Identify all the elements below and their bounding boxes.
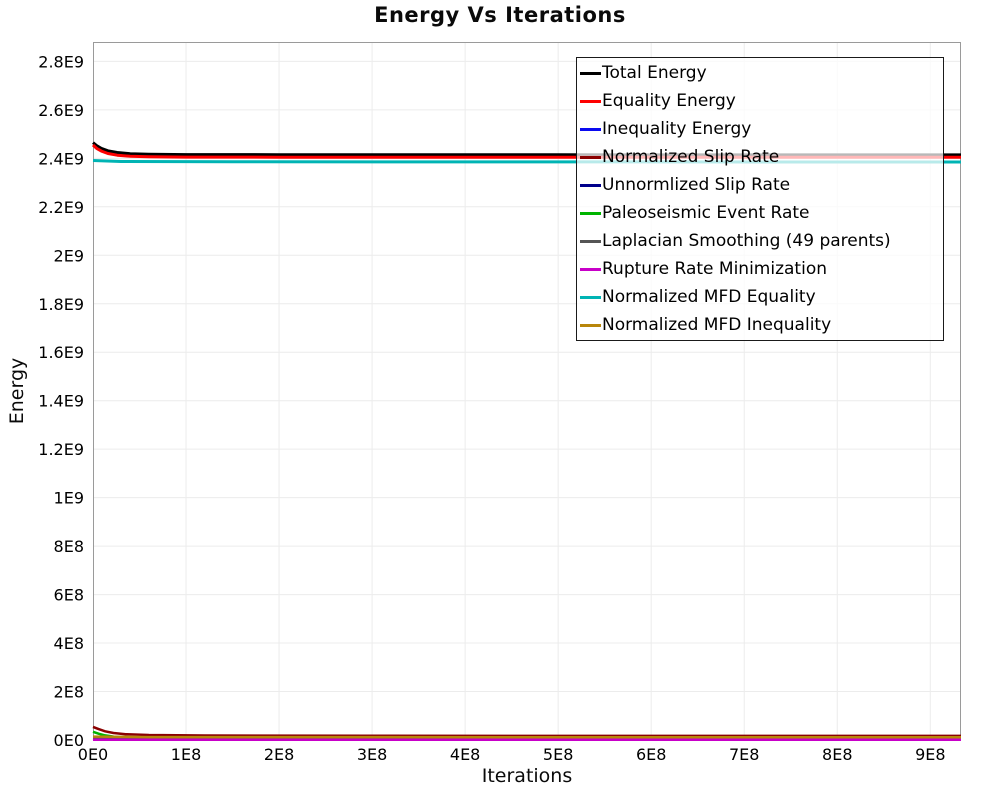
y-tick-label: 4E8 bbox=[54, 634, 84, 653]
legend-item-total-energy: Total Energy bbox=[580, 59, 943, 87]
legend-line-swatch bbox=[580, 155, 601, 159]
x-tick-label: 6E8 bbox=[636, 745, 666, 764]
legend-line-swatch bbox=[580, 127, 601, 131]
y-tick-label: 2.8E9 bbox=[38, 52, 84, 71]
y-tick-label: 1.4E9 bbox=[38, 392, 84, 411]
legend-item-paleoseismic-event-rate: Paleoseismic Event Rate bbox=[580, 199, 943, 227]
x-tick-label: 3E8 bbox=[357, 745, 387, 764]
y-tick-label: 0E0 bbox=[54, 731, 84, 750]
legend-label: Normalized MFD Inequality bbox=[602, 315, 832, 335]
x-tick-label: 2E8 bbox=[264, 745, 294, 764]
legend-line-swatch bbox=[580, 323, 601, 327]
legend-item-normalized-slip-rate: Normalized Slip Rate bbox=[580, 143, 943, 171]
legend-item-unnormlized-slip-rate: Unnormlized Slip Rate bbox=[580, 171, 943, 199]
x-tick-label: 9E8 bbox=[915, 745, 945, 764]
y-tick-label: 1E9 bbox=[54, 489, 84, 508]
y-tick-label: 1.6E9 bbox=[38, 343, 84, 362]
legend-line-swatch bbox=[580, 99, 601, 103]
legend-item-laplacian-smoothing-49-parents-: Laplacian Smoothing (49 parents) bbox=[580, 227, 943, 255]
x-axis-label: Iterations bbox=[481, 765, 573, 787]
legend-line-swatch bbox=[580, 211, 601, 215]
legend-label: Rupture Rate Minimization bbox=[602, 259, 827, 279]
legend-item-equality-energy: Equality Energy bbox=[580, 87, 943, 115]
legend-label: Normalized Slip Rate bbox=[602, 147, 780, 167]
legend-label: Total Energy bbox=[602, 63, 707, 83]
y-tick-label: 2.4E9 bbox=[38, 149, 84, 168]
legend: Total Energy Equality Energy Inequality En… bbox=[576, 57, 944, 341]
x-tick-label: 4E8 bbox=[450, 745, 480, 764]
x-tick-label: 0E0 bbox=[78, 745, 108, 764]
chart-title: Energy Vs Iterations bbox=[374, 3, 626, 27]
legend-label: Inequality Energy bbox=[602, 119, 752, 139]
y-tick-label: 2.2E9 bbox=[38, 198, 84, 217]
legend-label: Normalized MFD Equality bbox=[602, 287, 816, 307]
series-line-normalized-slip-rate bbox=[92, 725, 962, 738]
y-tick-label: 2E9 bbox=[54, 246, 84, 265]
y-tick-label: 2.6E9 bbox=[38, 101, 84, 120]
y-tick-label: 8E8 bbox=[54, 537, 84, 556]
legend-label: Laplacian Smoothing (49 parents) bbox=[602, 231, 891, 251]
legend-item-rupture-rate-minimization: Rupture Rate Minimization bbox=[580, 255, 943, 283]
legend-item-inequality-energy: Inequality Energy bbox=[580, 115, 943, 143]
y-axis-label: Energy bbox=[6, 357, 28, 425]
legend-label: Equality Energy bbox=[602, 91, 736, 111]
y-tick-label: 1.8E9 bbox=[38, 295, 84, 314]
y-tick-label: 6E8 bbox=[54, 586, 84, 605]
y-tick-label: 1.2E9 bbox=[38, 440, 84, 459]
series-line-total-energy bbox=[92, 141, 962, 157]
legend-item-normalized-mfd-inequality: Normalized MFD Inequality bbox=[580, 311, 943, 339]
legend-label: Paleoseismic Event Rate bbox=[602, 203, 810, 223]
x-tick-label: 8E8 bbox=[822, 745, 852, 764]
x-tick-label: 5E8 bbox=[543, 745, 573, 764]
series-line-normalized-mfd-inequality bbox=[92, 735, 962, 739]
x-tick-label: 1E8 bbox=[171, 745, 201, 764]
legend-line-swatch bbox=[580, 183, 601, 187]
legend-line-swatch bbox=[580, 295, 601, 299]
series-line-equality-energy bbox=[91, 143, 961, 159]
x-tick-label: 7E8 bbox=[729, 745, 759, 764]
legend-label: Unnormlized Slip Rate bbox=[602, 175, 791, 195]
legend-line-swatch bbox=[580, 267, 601, 271]
legend-line-swatch bbox=[580, 71, 601, 75]
y-tick-label: 2E8 bbox=[54, 683, 84, 702]
legend-item-normalized-mfd-equality: Normalized MFD Equality bbox=[580, 283, 943, 311]
legend-line-swatch bbox=[580, 239, 601, 243]
